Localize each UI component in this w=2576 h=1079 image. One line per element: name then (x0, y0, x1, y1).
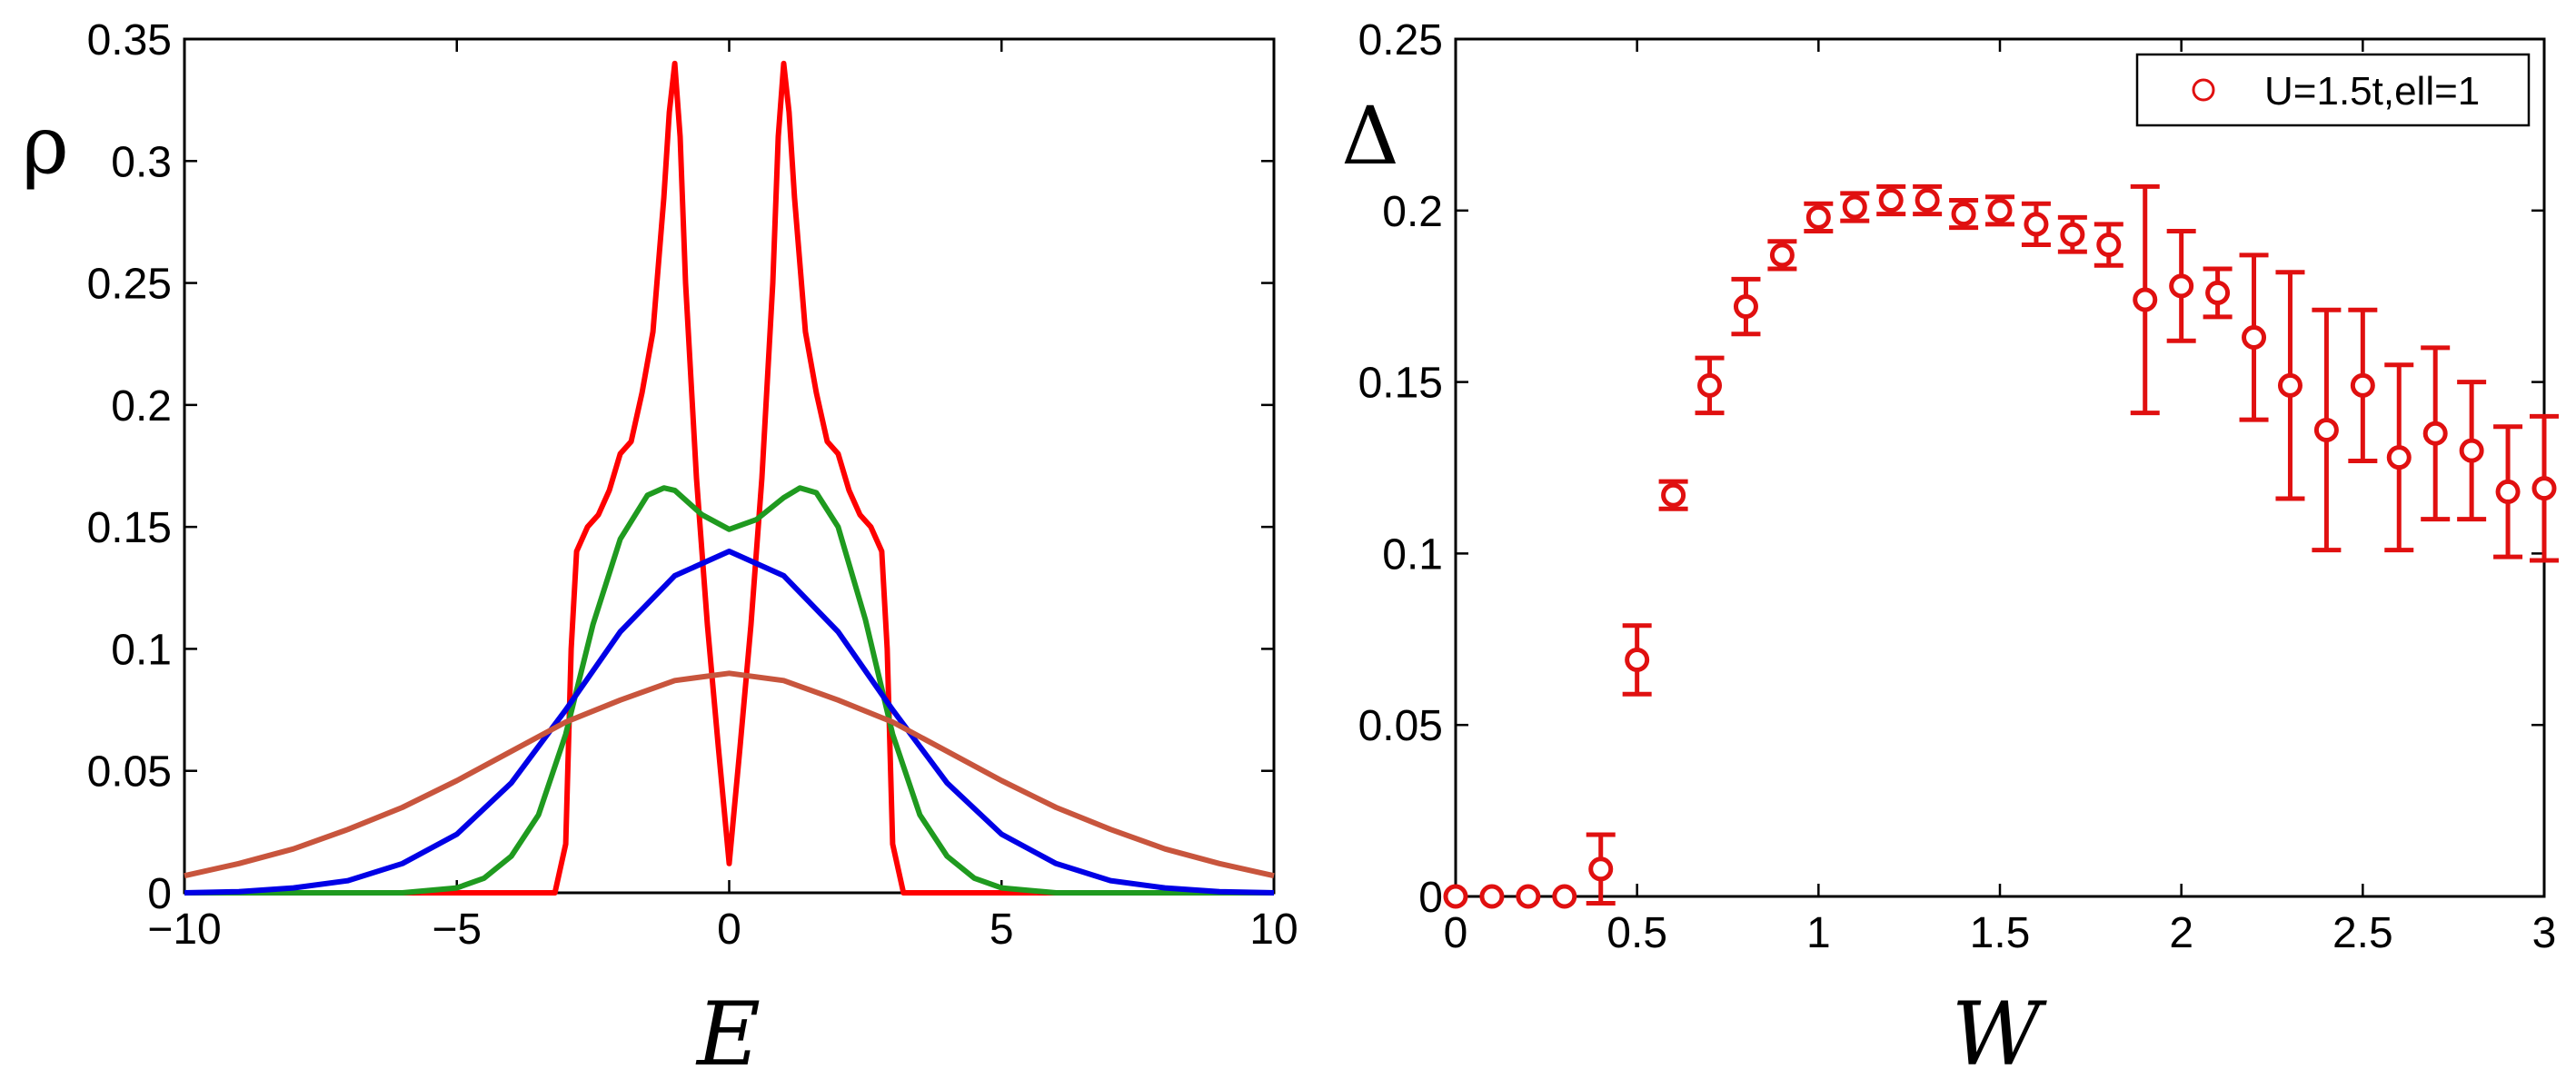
left-y-tick-label: 0.35 (87, 16, 172, 64)
data-point (2060, 222, 2085, 247)
left-x-tick-label: −5 (432, 906, 482, 954)
data-point (2495, 479, 2521, 504)
data-point (2350, 372, 2375, 398)
data-point (1842, 194, 1867, 220)
series-line-3 (184, 549, 1275, 896)
data-point (1661, 482, 1686, 508)
right-tick-labels: 0 0.5 1 1.5 2 2.5 3 0 0.05 0.1 0.15 0.2 0.25 (1358, 16, 2557, 957)
left-x-tick-label: −10 (147, 906, 221, 954)
right-y-tick-label: 0.05 (1358, 702, 1443, 750)
data-point (2242, 325, 2267, 351)
right-y-tick-label: 0.25 (1358, 16, 1443, 64)
data-point (1805, 204, 1831, 230)
left-y-tick-label: 0.1 (111, 626, 172, 674)
right-x-axis-label: W (1952, 984, 2048, 1079)
left-chart-panel: −10 −5 0 5 10 0 0.05 0.1 0.15 0.2 0.25 0.3 0.35 E ρ (22, 16, 1298, 1079)
data-point (2313, 417, 2339, 442)
left-y-tick-label: 0.25 (87, 261, 172, 309)
right-chart-panel: 0 0.5 1 1.5 2 2.5 3 0 0.05 0.1 0.15 0.2 0.25 U=1.5t,… (1341, 16, 2559, 1079)
data-point (1516, 884, 1541, 909)
left-plot-frame (183, 37, 1276, 895)
legend-box (2135, 53, 2531, 127)
right-y-tick-label: 0.1 (1382, 530, 1443, 579)
data-point (2205, 280, 2231, 305)
data-point (1479, 884, 1505, 909)
data-point (2024, 212, 2049, 237)
left-y-axis-label: ρ (22, 98, 69, 192)
left-x-tick-label: 5 (990, 906, 1014, 954)
legend-marker (2192, 78, 2215, 102)
series-line-2 (184, 485, 1274, 896)
data-point (1987, 198, 2013, 223)
legend: U=1.5t,ell=1 (2135, 53, 2531, 127)
data-point (1878, 187, 1904, 213)
right-y-tick-label: 0 (1418, 874, 1443, 922)
left-y-tick-label: 0.05 (87, 748, 172, 797)
right-y-axis-label: Δ (1341, 89, 1399, 183)
data-point (2169, 273, 2194, 299)
left-tick-labels: −10 −5 0 5 10 0 0.05 0.1 0.15 0.2 0.25 0.3 0.35 (87, 16, 1298, 954)
legend-label: U=1.5t,ell=1 (2264, 69, 2480, 114)
right-y-tick-label: 0.15 (1358, 360, 1443, 408)
left-y-tick-label: 0 (147, 870, 172, 918)
data-point (2531, 476, 2557, 501)
left-x-axis-label: E (695, 984, 761, 1079)
right-x-tick-label: 1 (1806, 909, 1831, 957)
data-point (1769, 243, 1795, 268)
data-point (1697, 372, 1723, 398)
right-x-tick-label: 2 (2169, 909, 2193, 957)
right-axis-ticks (1454, 37, 2546, 898)
data-point (2133, 287, 2158, 312)
left-y-tick-label: 0.3 (111, 138, 172, 186)
data-point (1588, 856, 1614, 882)
right-x-tick-label: 3 (2532, 909, 2557, 957)
data-point (1625, 647, 1650, 672)
right-x-tick-label: 0.5 (1606, 909, 1667, 957)
right-x-tick-label: 1.5 (1970, 909, 2031, 957)
data-point (1443, 884, 1468, 909)
data-point (2459, 438, 2484, 463)
data-point (1733, 294, 1758, 320)
data-point (1951, 202, 1976, 227)
left-y-tick-label: 0.15 (87, 504, 172, 552)
right-series-group (1443, 183, 2559, 909)
right-x-tick-label: 2.5 (2332, 909, 2393, 957)
data-point (1915, 187, 1940, 213)
data-point (2386, 445, 2412, 470)
data-point (2422, 421, 2448, 446)
left-x-tick-label: 0 (717, 906, 741, 954)
data-point (2096, 233, 2122, 258)
left-axis-ticks (183, 37, 1276, 895)
left-series-group (184, 60, 1275, 896)
data-point (1552, 884, 1577, 909)
series-line-1 (184, 60, 1274, 896)
data-point (2277, 372, 2302, 398)
right-plot-frame (1454, 37, 2546, 898)
left-y-tick-label: 0.2 (111, 382, 172, 431)
right-y-tick-label: 0.2 (1382, 188, 1443, 236)
series-line-4 (184, 670, 1275, 879)
left-x-tick-label: 10 (1249, 906, 1298, 954)
right-x-tick-label: 0 (1444, 909, 1468, 957)
